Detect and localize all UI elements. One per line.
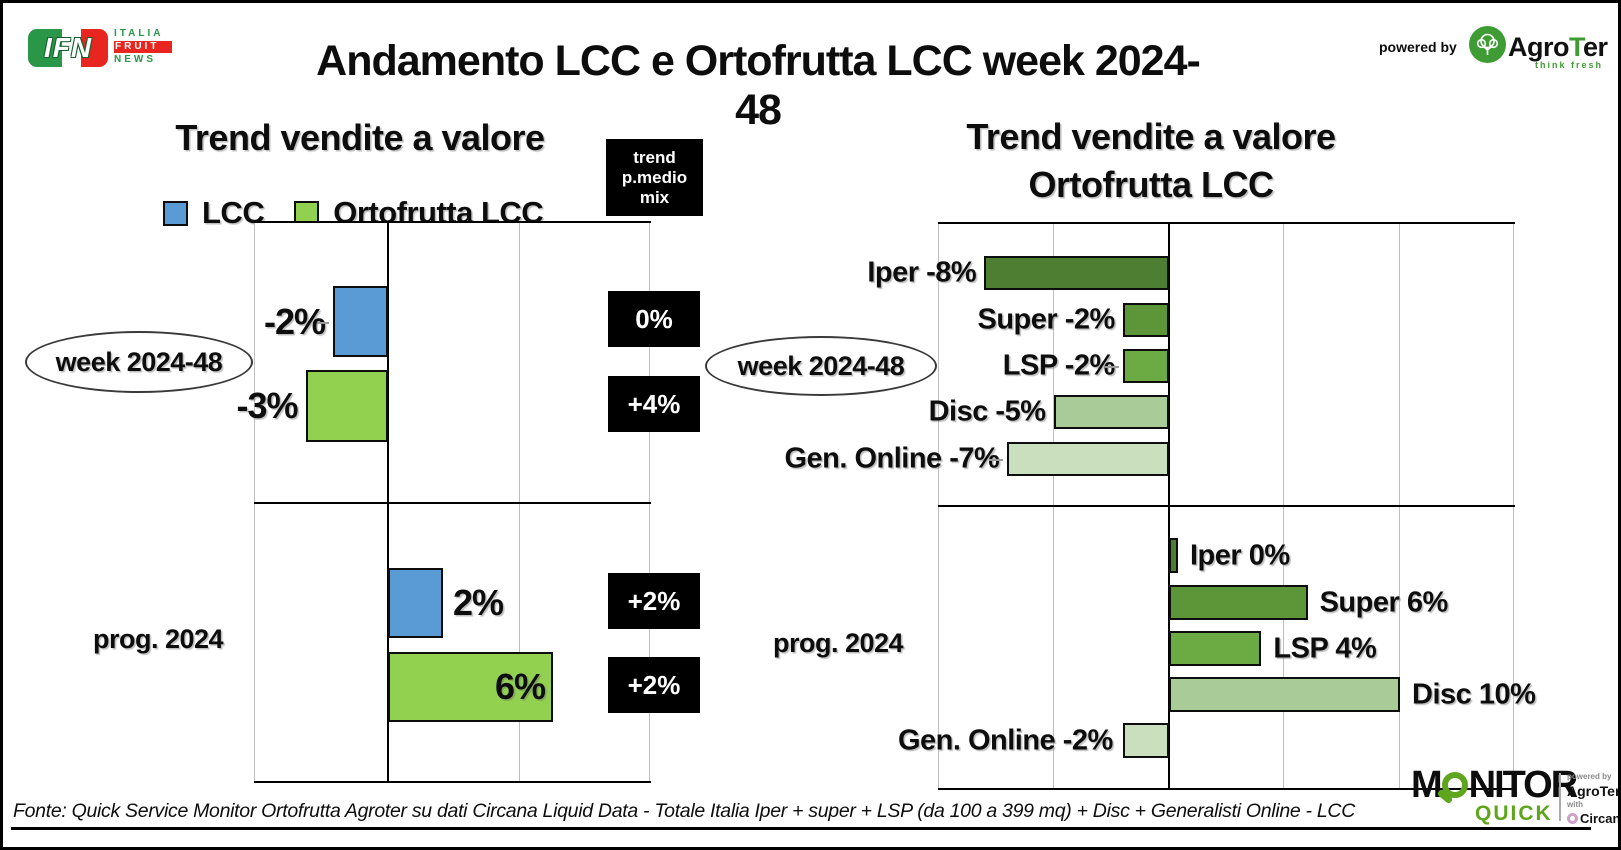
agroter-tree-icon bbox=[1469, 26, 1506, 63]
ifn-news-label: NEWS bbox=[114, 54, 156, 65]
bar-category-label: Gen. Online -2% bbox=[897, 724, 1113, 756]
bar-value-label: 6% bbox=[494, 666, 546, 707]
bar-category-label: Iper 0% bbox=[1190, 539, 1290, 571]
left-week-callout: week 2024-48 bbox=[25, 331, 253, 393]
agroter-agro: Agro bbox=[1508, 32, 1570, 62]
ifn-italia-label: ITALIA bbox=[114, 28, 164, 39]
monitor-credits: powered by AgroTer with Circana. bbox=[1567, 771, 1621, 826]
agroter-t: T bbox=[1569, 32, 1584, 62]
left-chart-plot-area: -2% -3% 2% 6% bbox=[236, 221, 651, 783]
monitor-powered-by: powered by bbox=[1567, 772, 1612, 781]
ifn-stripe-white bbox=[61, 29, 81, 67]
powered-by-label: powered by bbox=[1379, 39, 1457, 55]
circana-icon bbox=[1567, 813, 1578, 824]
bar-lcc-prog--2024 bbox=[388, 568, 443, 638]
section-separator bbox=[938, 505, 1515, 507]
ifn-logo bbox=[28, 29, 108, 67]
ifn-logo-letters: IFN bbox=[43, 32, 93, 63]
bar-category-label: Gen. Online -7% bbox=[784, 442, 1000, 475]
bar-category-label: Super 6% bbox=[1319, 586, 1449, 618]
bar-category-label: Iper -8% bbox=[867, 256, 977, 289]
agroter-logo-text: AgroTer bbox=[1508, 32, 1608, 63]
right-chart-plot-area: Iper -8% Super -2% LSP -2% Disc -5% Gen. Onl… bbox=[784, 222, 1536, 790]
bar-category-label: Disc -5% bbox=[928, 395, 1046, 428]
monitor-m: M bbox=[1411, 764, 1443, 806]
monitor-with: with bbox=[1567, 800, 1583, 809]
bar-category-label: LSP 4% bbox=[1273, 632, 1377, 664]
bar-lcc-week-2024-48 bbox=[333, 286, 388, 357]
bar-super-prog bbox=[1169, 585, 1308, 620]
ifn-stripe-red bbox=[80, 29, 108, 67]
pmedio-value-box: +4% bbox=[608, 376, 700, 432]
bar-gen--online-week bbox=[1007, 442, 1169, 476]
ifn-logo-text: ITALIA FRUIT NEWS bbox=[114, 28, 174, 66]
ifn-fruit-label: FRUIT bbox=[114, 41, 172, 53]
legend-swatch-lcc bbox=[163, 200, 188, 226]
monitor-wordmark: M NITOR bbox=[1411, 764, 1578, 806]
source-note: Fonte: Quick Service Monitor Ortofrutta … bbox=[13, 800, 1355, 822]
bar-disc-week bbox=[1053, 395, 1169, 429]
monitor-quick-logo: M NITOR bbox=[1411, 764, 1578, 806]
pmedio-header-box: trend p.medio mix bbox=[606, 139, 703, 216]
section-separator bbox=[254, 502, 651, 504]
bar-ortofrutta-lcc-week-2024-48 bbox=[305, 370, 388, 442]
right-week-callout: week 2024-48 bbox=[705, 336, 937, 396]
pmedio-header-line3: mix bbox=[639, 187, 670, 207]
ifn-stripe-green bbox=[28, 29, 62, 67]
right-chart-title-line2: Ortofrutta LCC bbox=[1028, 164, 1274, 205]
logo-divider bbox=[1559, 773, 1561, 821]
left-chart-title: Trend vendite a valore bbox=[175, 117, 545, 158]
bar-iper-week bbox=[984, 256, 1169, 290]
label-connector bbox=[989, 459, 1004, 461]
bar-lsp-prog bbox=[1169, 631, 1262, 666]
label-connector bbox=[1104, 366, 1119, 368]
footer-divider bbox=[11, 827, 1591, 830]
agroter-tagline: think fresh bbox=[1535, 60, 1604, 70]
page-title: Andamento LCC e Ortofrutta LCC week 2024… bbox=[316, 37, 1201, 134]
right-chart-title: Trend vendite a valore Ortofrutta LCC bbox=[911, 113, 1391, 209]
left-prog-label: prog. 2024 bbox=[92, 624, 224, 654]
right-prog-label: prog. 2024 bbox=[772, 628, 904, 658]
agroter-er: er bbox=[1583, 32, 1608, 62]
bar-lsp-week bbox=[1122, 349, 1169, 383]
pmedio-header-line1: trend bbox=[633, 147, 676, 167]
monitor-quick-sub: QUICK bbox=[1475, 802, 1553, 825]
pmedio-header-line2: p.medio bbox=[621, 167, 688, 187]
bar-value-label: -3% bbox=[236, 385, 298, 426]
label-connector bbox=[317, 321, 329, 324]
bar-disc-prog bbox=[1169, 677, 1400, 712]
bar-category-label: LSP -2% bbox=[1002, 349, 1116, 382]
pmedio-value-box: +2% bbox=[608, 573, 700, 629]
bar-value-label: 2% bbox=[453, 582, 504, 623]
pmedio-value-box: 0% bbox=[608, 291, 700, 347]
circana-text: Circana. bbox=[1580, 811, 1621, 826]
bar-iper-prog bbox=[1169, 538, 1178, 573]
magnifier-icon bbox=[1436, 772, 1468, 805]
pmedio-value-box: +2% bbox=[608, 657, 700, 713]
bar-value-label: -2% bbox=[263, 300, 326, 342]
bar-category-label: Super -2% bbox=[977, 303, 1115, 336]
bar-super-week bbox=[1122, 303, 1169, 337]
bar-ortofrutta-lcc-prog--2024 bbox=[388, 652, 553, 722]
right-chart-title-line1: Trend vendite a valore bbox=[966, 116, 1336, 157]
bar-category-label: Disc 10% bbox=[1412, 678, 1536, 710]
monitor-agroter: AgroTer bbox=[1567, 783, 1621, 799]
circana-logo: Circana. bbox=[1567, 811, 1621, 826]
bar-gen--online-prog bbox=[1122, 723, 1169, 758]
